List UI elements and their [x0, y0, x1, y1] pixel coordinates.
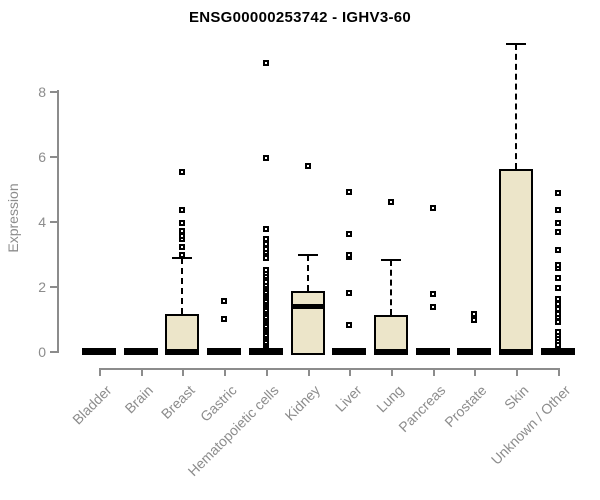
y-axis-tick-label: 0	[38, 344, 46, 360]
outlier-point-hematopoietic-cells	[262, 60, 269, 67]
x-axis-tick	[140, 368, 143, 376]
collapsed-box-bladder	[82, 348, 116, 355]
x-axis-tick	[391, 368, 394, 376]
y-axis-tick-label: 2	[38, 279, 46, 295]
outlier-point-unknown-other	[554, 206, 561, 213]
x-axis-tick	[99, 368, 101, 376]
outlier-point-breast	[179, 219, 186, 226]
outlier-point-hematopoietic-cells	[262, 226, 269, 233]
y-axis-tick-label: 6	[38, 149, 46, 165]
outlier-point-pancreas	[429, 304, 436, 311]
y-axis-line	[57, 90, 59, 353]
y-axis-tick	[50, 91, 57, 93]
outlier-point-pancreas	[429, 291, 436, 298]
x-axis-tick-label-breast: Breast	[157, 382, 198, 422]
outlier-point-liver	[346, 188, 353, 195]
whisker-cap-skin	[506, 42, 527, 45]
collapsed-box-prostate	[457, 348, 492, 355]
whisker-line-kidney	[306, 255, 309, 291]
outlier-point-breast	[179, 252, 186, 259]
x-axis-tick	[224, 368, 227, 376]
x-axis-tick	[432, 368, 435, 376]
outlier-point-unknown-other	[554, 190, 561, 197]
collapsed-box-unknown-other	[540, 348, 575, 355]
whisker-line-breast	[181, 258, 184, 314]
outlier-point-breast	[179, 169, 186, 176]
outlier-point-liver	[346, 289, 353, 296]
whisker-cap-kidney	[297, 254, 318, 257]
outlier-point-hematopoietic-cells	[262, 154, 269, 161]
y-axis-tick	[50, 221, 57, 223]
median-line-kidney	[290, 303, 325, 309]
outlier-point-hematopoietic-cells	[262, 235, 269, 242]
x-axis-tick-label-kidney: Kidney	[281, 382, 323, 424]
outlier-point-unknown-other	[554, 284, 561, 291]
outlier-point-unknown-other	[554, 274, 561, 281]
outlier-point-hematopoietic-cells	[262, 255, 269, 262]
outlier-point-pancreas	[429, 205, 436, 211]
outlier-point-unknown-other	[554, 247, 561, 254]
outlier-point-gastric	[221, 297, 228, 304]
x-axis-tick-label-lung: Lung	[373, 382, 407, 416]
y-axis-tick	[50, 351, 57, 353]
x-axis-tick-label-brain: Brain	[121, 382, 157, 417]
outlier-point-prostate	[471, 310, 478, 317]
x-axis-tick-label-unknown-other: Unknown / Other	[487, 382, 574, 468]
outlier-point-breast	[179, 206, 186, 213]
whisker-line-skin	[515, 43, 518, 169]
x-axis-tick	[182, 368, 185, 376]
collapsed-box-gastric	[207, 348, 242, 355]
box-breast	[165, 313, 200, 355]
outlier-point-liver	[346, 252, 353, 259]
x-axis-tick	[557, 368, 560, 376]
outlier-point-liver	[346, 231, 353, 237]
outlier-point-breast	[179, 244, 186, 250]
x-axis-tick-label-bladder: Bladder	[68, 382, 115, 428]
box-kidney	[290, 290, 325, 355]
outlier-point-gastric	[221, 315, 228, 322]
whisker-cap-lung	[381, 259, 402, 261]
outlier-point-liver	[346, 322, 353, 328]
collapsed-box-pancreas	[415, 348, 450, 355]
x-axis-tick-label-prostate: Prostate	[441, 382, 490, 431]
outlier-point-unknown-other	[554, 219, 561, 226]
x-axis-line	[99, 368, 560, 370]
x-axis-tick	[349, 368, 352, 376]
collapsed-box-hematopoietic-cells	[248, 348, 283, 355]
collapsed-box-brain	[123, 348, 158, 355]
outlier-point-unknown-other	[554, 328, 561, 335]
outlier-point-unknown-other	[554, 229, 561, 236]
x-axis-tick	[516, 368, 519, 376]
outlier-point-hematopoietic-cells	[262, 279, 269, 286]
whisker-line-lung	[390, 260, 393, 316]
y-axis-tick-label: 4	[38, 214, 46, 230]
y-axis-tick-label: 8	[38, 84, 46, 100]
chart-title: ENSG00000253742 - IGHV3-60	[188, 9, 412, 26]
outlier-point-kidney	[304, 162, 311, 169]
outlier-point-unknown-other	[554, 296, 561, 302]
box-lung	[374, 315, 409, 355]
outlier-point-breast	[179, 227, 186, 234]
median-line-breast	[165, 349, 200, 354]
outlier-point-prostate	[471, 317, 478, 324]
y-axis-tick	[50, 156, 57, 158]
y-axis-tick	[50, 286, 57, 288]
whisker-cap-breast	[172, 257, 193, 260]
outlier-point-hematopoietic-cells	[262, 266, 269, 273]
median-line-skin	[499, 349, 534, 354]
median-line-lung	[374, 349, 409, 354]
x-axis-tick	[474, 368, 477, 376]
x-axis-tick-label-liver: Liver	[331, 382, 365, 415]
outlier-point-unknown-other	[554, 261, 561, 268]
collapsed-box-liver	[332, 348, 367, 355]
box-skin	[499, 169, 534, 355]
x-axis-tick	[307, 368, 310, 376]
x-axis-tick-label-skin: Skin	[500, 382, 532, 413]
x-axis-tick	[265, 368, 268, 376]
outlier-point-lung	[388, 198, 395, 205]
